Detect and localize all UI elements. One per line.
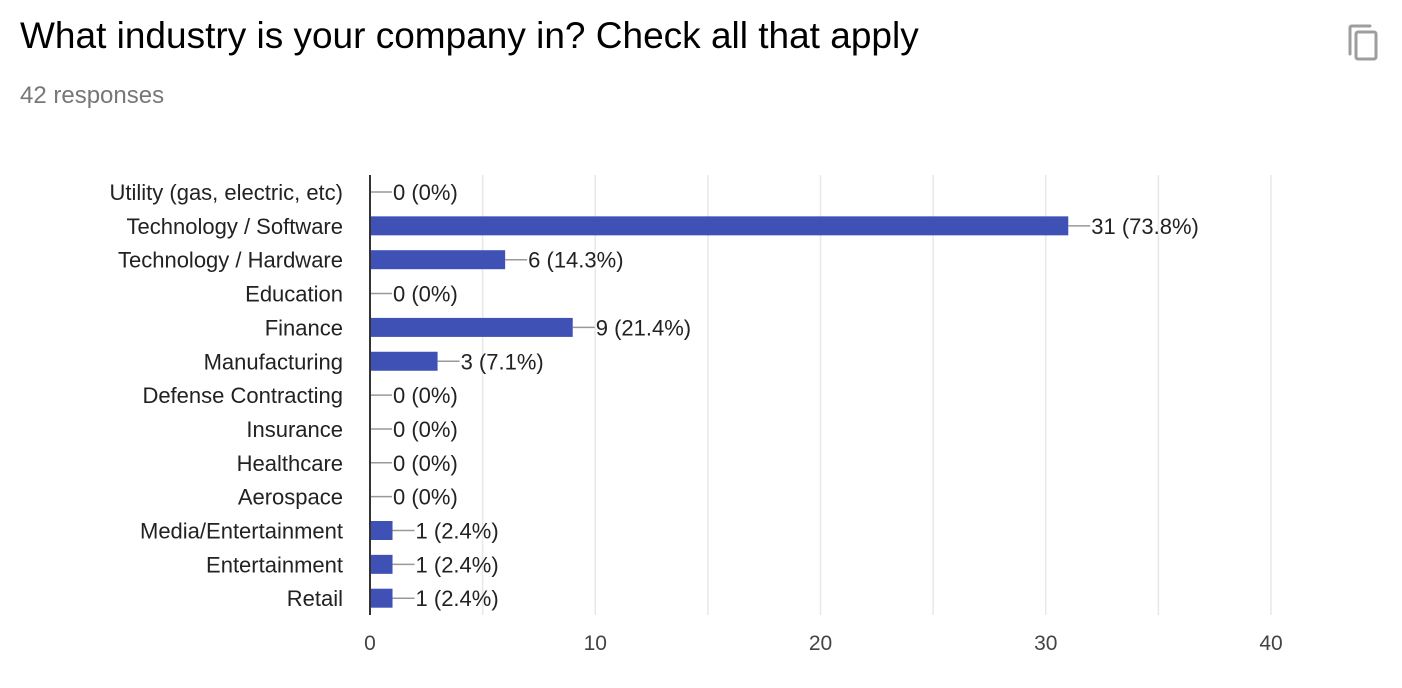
- data-label: 31 (73.8%): [1091, 214, 1199, 239]
- x-tick-label: 10: [584, 632, 607, 655]
- category-label: Entertainment: [206, 552, 343, 577]
- data-label: 1 (2.4%): [416, 586, 499, 611]
- question-title: What industry is your company in? Check …: [20, 15, 919, 56]
- bar: [370, 250, 506, 270]
- bar: [370, 351, 438, 371]
- data-label: 0 (0%): [393, 417, 458, 442]
- category-label: Defense Contracting: [142, 383, 343, 408]
- copy-chart-button[interactable]: [1340, 20, 1386, 66]
- category-label: Technology / Hardware: [118, 248, 343, 273]
- category-label: Education: [245, 282, 343, 307]
- category-label: Insurance: [246, 417, 343, 442]
- data-label: 0 (0%): [393, 180, 458, 205]
- category-label: Aerospace: [238, 485, 343, 510]
- data-label: 0 (0%): [393, 485, 458, 510]
- category-label: Utility (gas, electric, etc): [110, 180, 344, 205]
- data-label: 0 (0%): [393, 383, 458, 408]
- copy-icon: [1348, 24, 1378, 61]
- bar: [370, 588, 393, 608]
- data-label: 1 (2.4%): [416, 552, 499, 577]
- category-label: Healthcare: [237, 451, 343, 476]
- category-label: Retail: [287, 586, 343, 611]
- x-tick-label: 30: [1034, 632, 1057, 655]
- bar: [370, 521, 393, 540]
- x-tick-label: 40: [1259, 632, 1282, 655]
- data-label: 9 (21.4%): [596, 315, 691, 340]
- data-label: 1 (2.4%): [416, 519, 499, 544]
- data-label: 0 (0%): [393, 282, 458, 307]
- category-label: Manufacturing: [204, 349, 343, 374]
- x-tick-label: 0: [364, 632, 376, 655]
- bar: [370, 317, 573, 337]
- data-label: 6 (14.3%): [528, 248, 623, 273]
- category-label: Technology / Software: [127, 214, 343, 239]
- bar: [370, 554, 393, 574]
- bar: [370, 216, 1069, 236]
- category-label: Media/Entertainment: [140, 519, 343, 544]
- data-label: 0 (0%): [393, 451, 458, 476]
- category-label: Finance: [265, 315, 343, 340]
- response-count: 42 responses: [20, 82, 165, 109]
- x-tick-label: 20: [809, 632, 832, 655]
- data-label: 3 (7.1%): [461, 349, 544, 374]
